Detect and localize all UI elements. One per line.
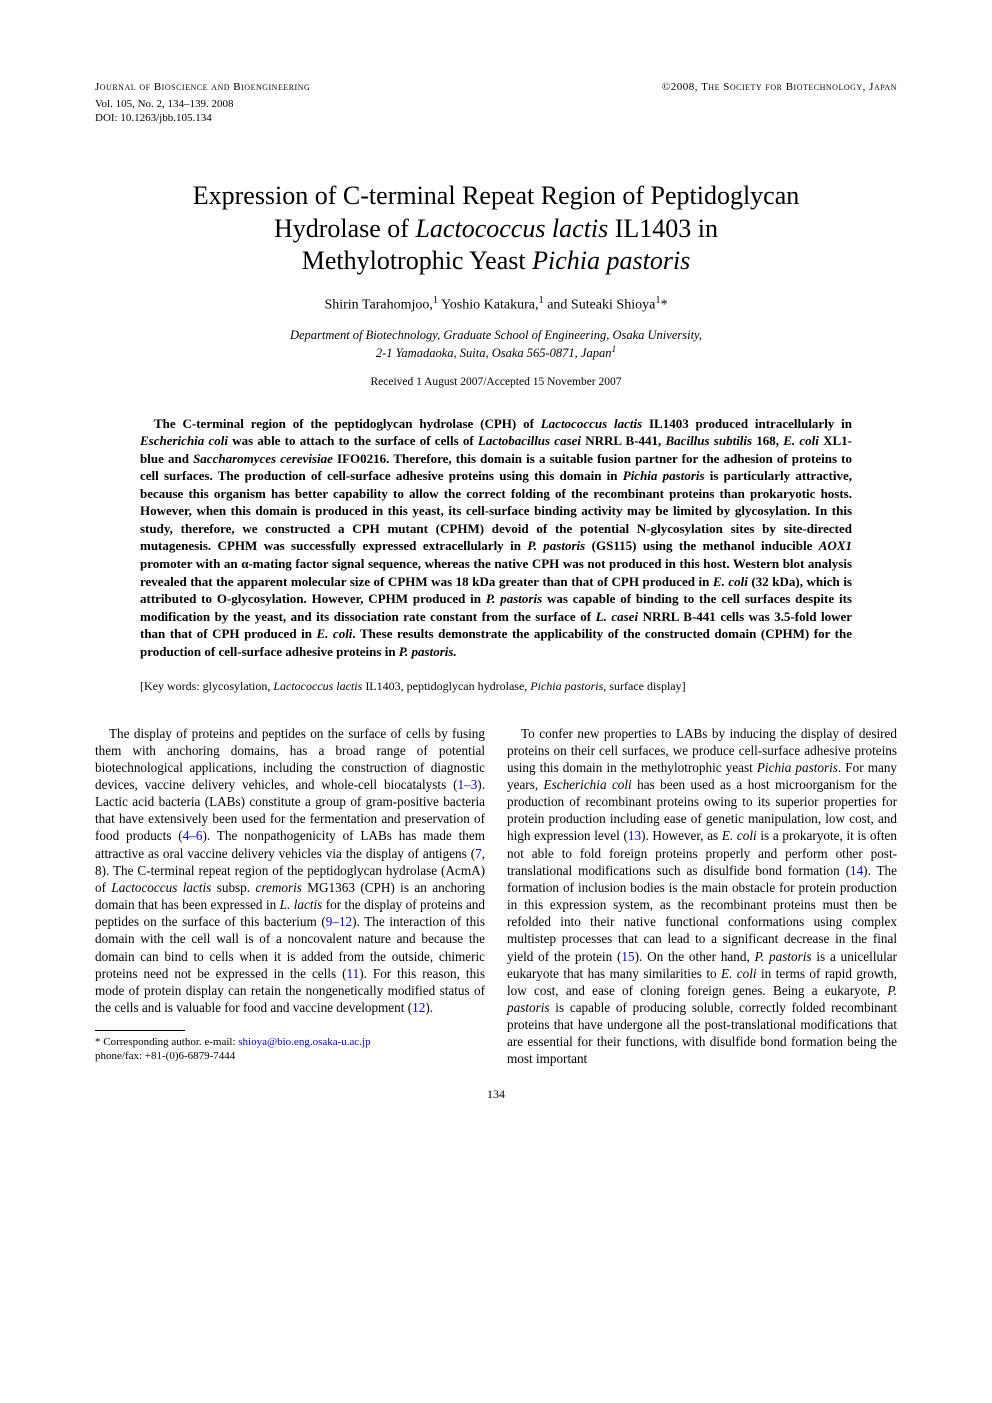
affiliation: Department of Biotechnology, Graduate Sc… [95,327,897,361]
paragraph: To confer new properties to LABs by indu… [507,725,897,1068]
authors: Shirin Tarahomjoo,1 Yoshio Katakura,1 an… [95,294,897,316]
corresponding-author-footnote: * Corresponding author. e-mail: shioya@b… [95,1035,485,1064]
keywords: [Key words: glycosylation, Lactococcus l… [140,678,852,694]
dates: Received 1 August 2007/Accepted 15 Novem… [95,375,897,391]
citation-link[interactable]: 4–6 [183,828,203,843]
phone-fax: phone/fax: +81-(0)6-6879-7444 [95,1050,235,1062]
citation-link[interactable]: 11 [347,966,360,981]
citation-link[interactable]: 14 [850,863,863,878]
citation-link[interactable]: 13 [628,828,641,843]
left-column: The display of proteins and peptides on … [95,725,485,1068]
doi: DOI: 10.1263/jbb.105.134 [95,111,897,125]
footnote-divider [95,1030,185,1031]
citation-link[interactable]: 15 [621,949,634,964]
abstract: The C-terminal region of the peptidoglyc… [140,415,852,661]
citation-link[interactable]: 9–12 [326,914,352,929]
right-column: To confer new properties to LABs by indu… [507,725,897,1068]
citation-link[interactable]: 1–3 [458,777,478,792]
volume-info: Vol. 105, No. 2, 134–139. 2008 [95,97,897,111]
citation-link[interactable]: 12 [412,1000,425,1015]
journal-name: Journal of Bioscience and Bioengineering [95,80,310,95]
journal-meta: Vol. 105, No. 2, 134–139. 2008 DOI: 10.1… [95,97,897,126]
article-title: Expression of C-terminal Repeat Region o… [135,180,857,278]
page-number: 134 [95,1086,897,1102]
body-columns: The display of proteins and peptides on … [95,725,897,1068]
journal-header: Journal of Bioscience and Bioengineering… [95,80,897,95]
email-link[interactable]: shioya@bio.eng.osaka-u.ac.jp [238,1036,370,1048]
citation-link[interactable]: 7 [475,846,482,861]
paragraph: The display of proteins and peptides on … [95,725,485,1017]
copyright: ©2008, The Society for Biotechnology, Ja… [662,80,897,95]
